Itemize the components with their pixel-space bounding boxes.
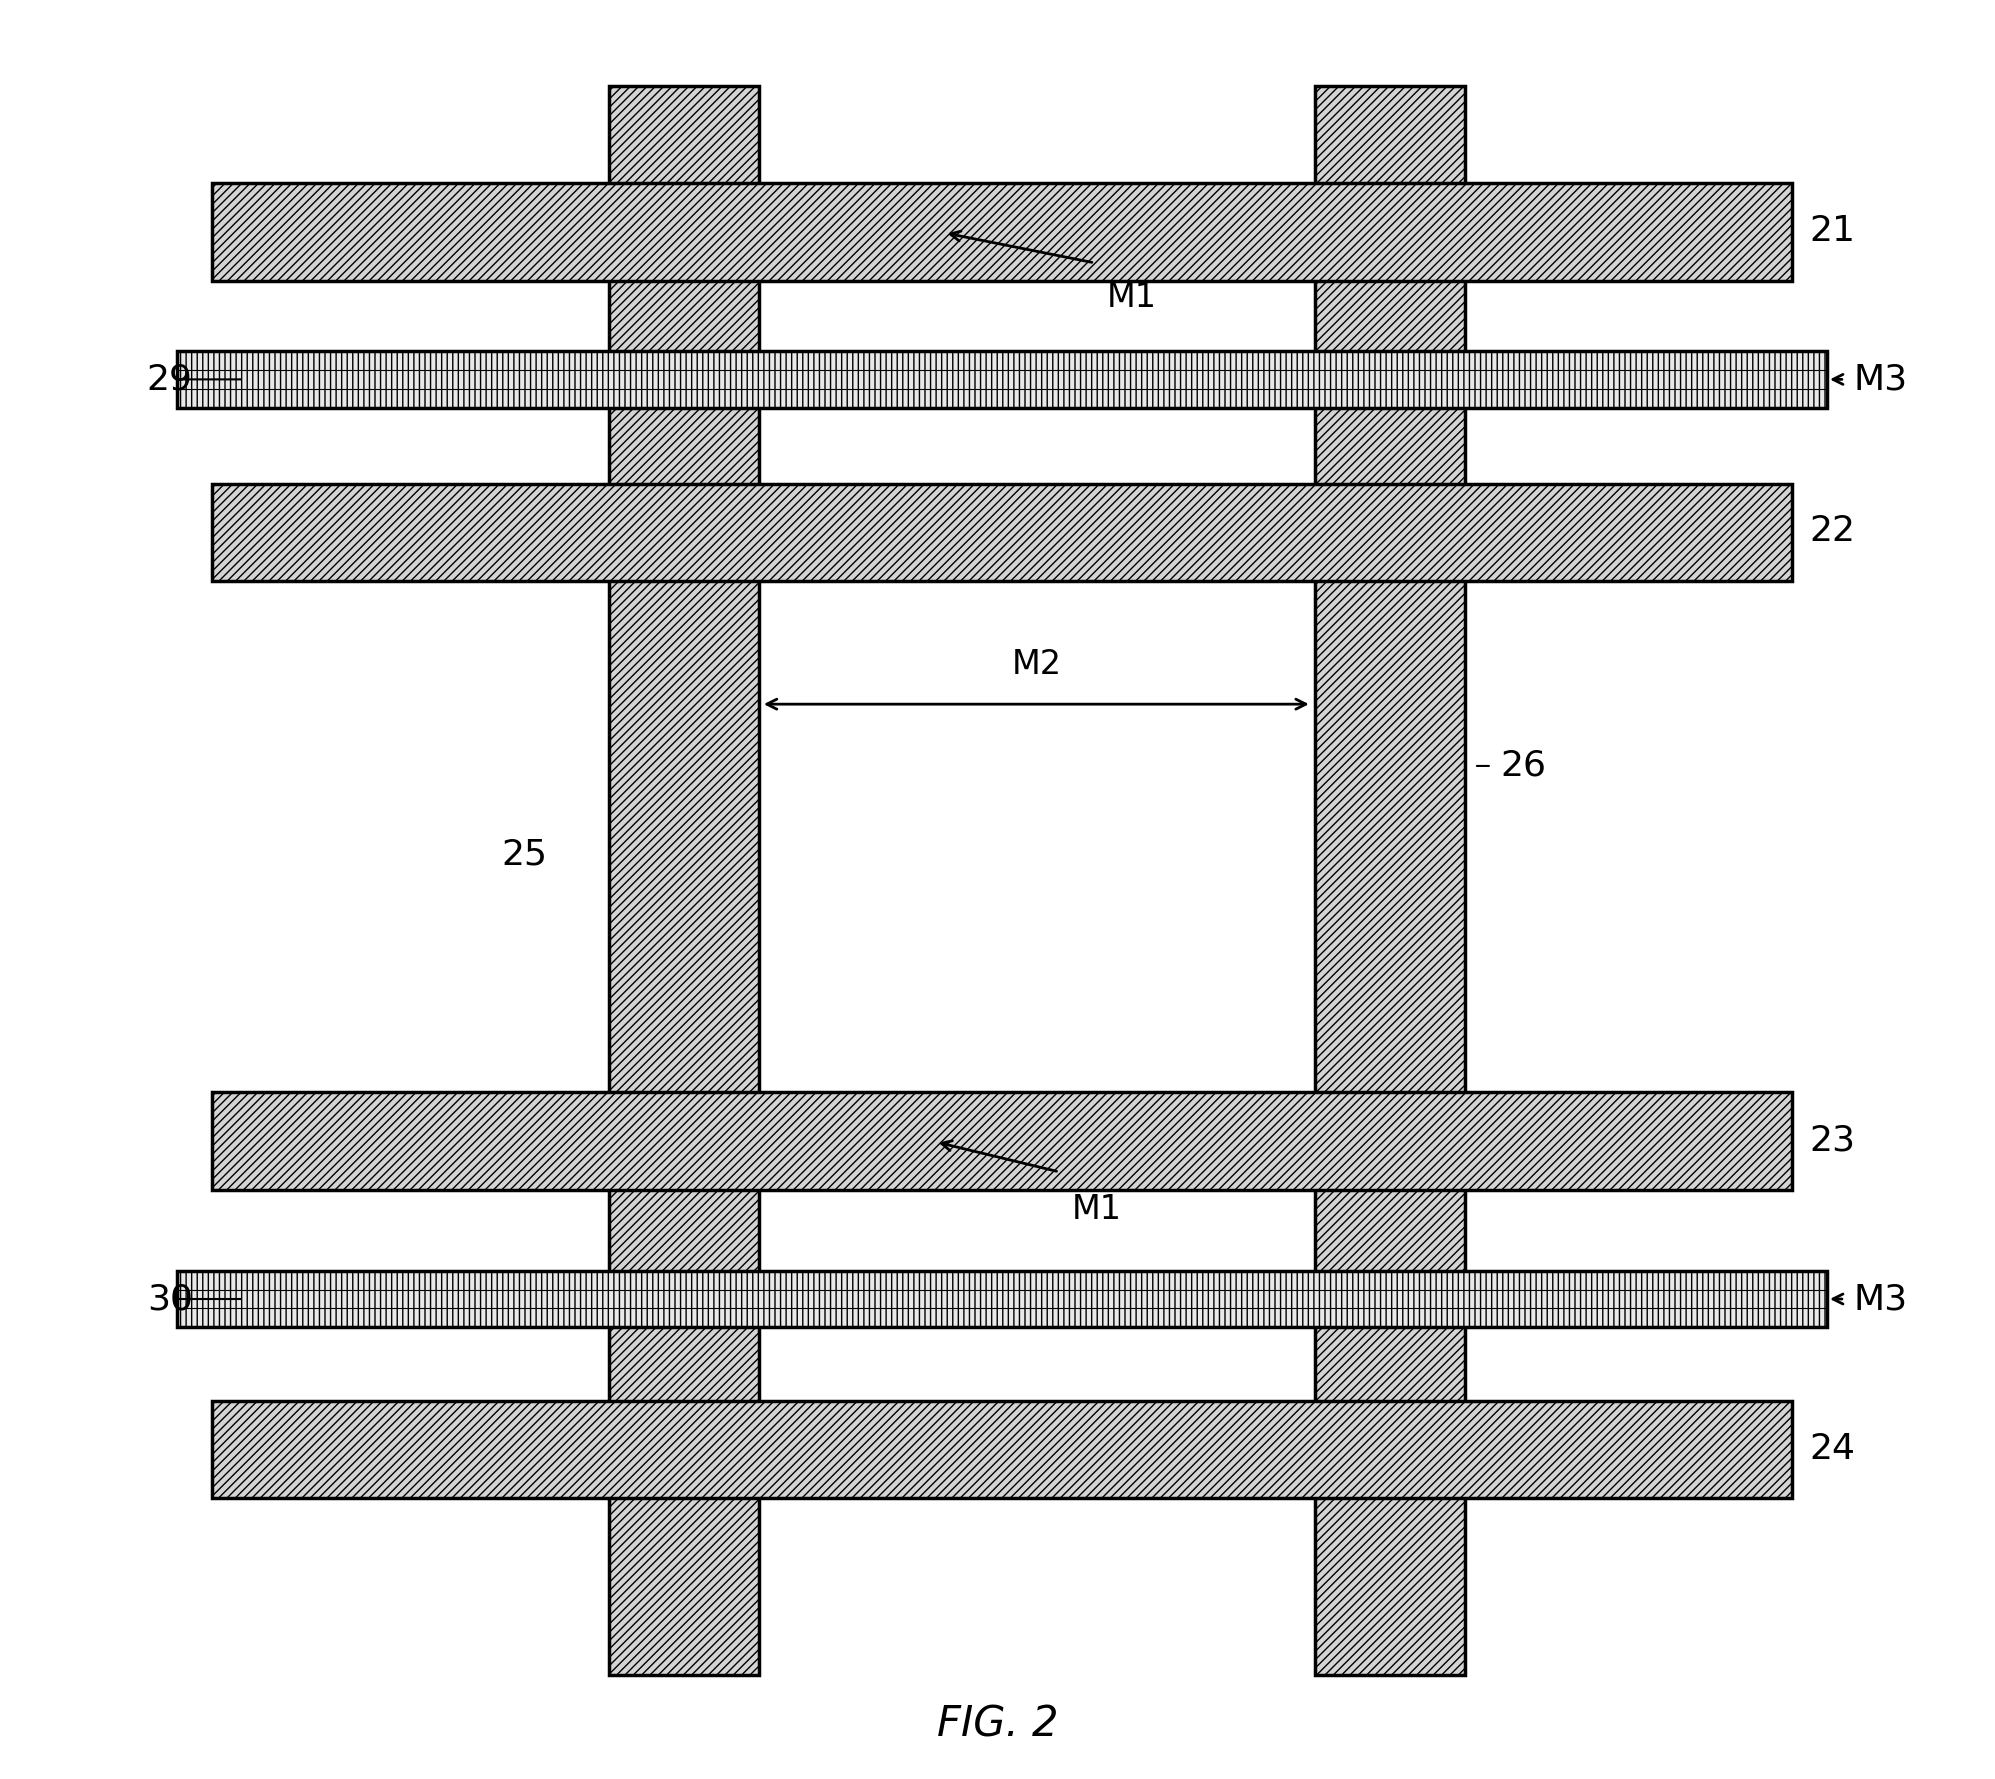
Bar [211,484,1792,580]
Text: 22: 22 [1809,514,1855,548]
Bar [178,350,1827,407]
Bar [1315,87,1464,1676]
Text: FIG. 2: FIG. 2 [938,1704,1057,1745]
Text: M3: M3 [1853,1283,1907,1316]
Text: M1: M1 [1107,281,1157,313]
Text: 23: 23 [1809,1123,1855,1156]
Text: M1: M1 [1071,1194,1121,1226]
Bar [211,1092,1792,1190]
Text: M2: M2 [1011,648,1061,681]
Bar [211,183,1792,281]
Bar [608,87,760,1676]
Text: M3: M3 [1853,363,1907,397]
Bar [211,1402,1792,1498]
Bar [178,1270,1827,1327]
Text: 21: 21 [1809,213,1855,247]
Text: 29: 29 [148,363,194,397]
Text: 30: 30 [148,1283,194,1316]
Text: 26: 26 [1500,749,1546,783]
Text: 25: 25 [501,838,547,872]
Text: 24: 24 [1809,1432,1855,1466]
